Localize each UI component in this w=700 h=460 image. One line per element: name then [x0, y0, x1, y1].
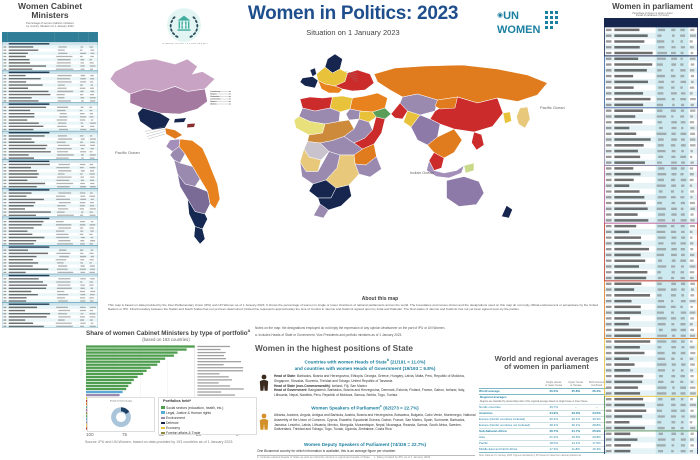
svg-text:Monaco: Monaco: [211, 101, 217, 103]
svg-text:1889: 1889: [182, 25, 188, 27]
svg-text:Pacific Ocean: Pacific Ocean: [540, 105, 565, 110]
svg-text:Belgium: Belgium: [211, 94, 218, 96]
svg-text:Pacific Ocean: Pacific Ocean: [115, 150, 140, 155]
svg-text:Indian Ocean: Indian Ocean: [410, 170, 434, 175]
svg-text:Female ministers by type: Female ministers by type: [110, 399, 132, 402]
